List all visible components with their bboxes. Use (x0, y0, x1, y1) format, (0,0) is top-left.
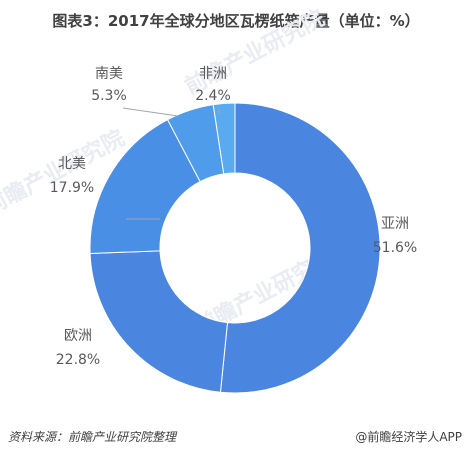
slice-label-value: 51.6% (373, 240, 417, 256)
slice-label-name: 南美 (95, 66, 123, 82)
watermark-text: 前瞻产业研究院 (181, 5, 329, 100)
leader-line (122, 107, 179, 117)
source-note: 资料来源：前瞻产业研究院整理 (8, 430, 177, 444)
slice-label-value: 17.9% (50, 180, 94, 196)
footer: 资料来源：前瞻产业研究院整理 @前瞻经济学人APP (0, 428, 472, 448)
slice-1 (219, 102, 381, 394)
brand-credit: @前瞻经济学人APP (355, 430, 462, 444)
slice-label-value: 22.8% (56, 352, 100, 368)
slice-label-name: 非洲 (199, 66, 227, 82)
slice-label-name: 欧洲 (64, 328, 92, 344)
slice-2 (89, 250, 229, 393)
label-group: 亚洲 51.6% 欧洲 22.8% 北美 17.9% 南美 5.3% 非洲 2.4% (50, 66, 417, 368)
slice-label-name: 亚洲 (381, 216, 409, 232)
slice-3 (89, 118, 201, 254)
chart-title: 图表3：2017年全球分地区瓦楞纸箱产量（单位：%） (52, 12, 420, 30)
slice-label-value: 5.3% (91, 88, 127, 104)
slice-5 (212, 102, 236, 175)
slice-group (89, 102, 381, 394)
slice-label-value: 2.4% (195, 88, 231, 104)
slice-label-name: 北美 (58, 156, 86, 172)
